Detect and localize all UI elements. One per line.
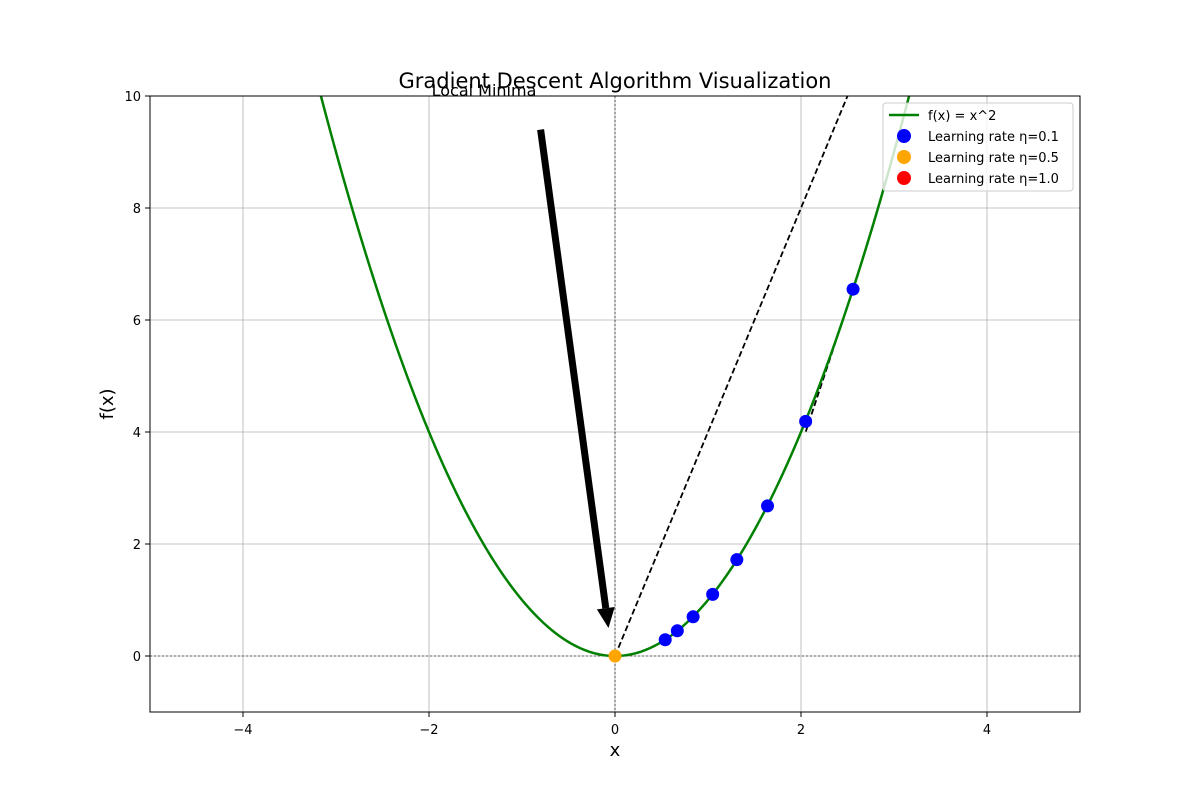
series-2-point: [608, 649, 622, 663]
y-tick-label: 6: [133, 314, 141, 329]
axis-ticks: −4 −2 0 2 4 0 2 4 6 8 10: [124, 90, 991, 738]
series-1-point: [670, 624, 684, 638]
legend-label: Learning rate η=1.0: [928, 172, 1059, 187]
series-1-point: [706, 587, 720, 601]
legend-label: Learning rate η=0.5: [928, 151, 1059, 166]
annotation-arrow-head: [596, 606, 615, 628]
x-axis-label: x: [610, 740, 621, 761]
series-1-point: [658, 633, 672, 647]
x-tick-label: 0: [611, 723, 619, 738]
y-tick-label: 0: [133, 650, 141, 665]
y-axis-label: f(x): [97, 388, 118, 419]
tangent-line: [614, 96, 849, 657]
chart-title: Gradient Descent Algorithm Visualization: [399, 69, 832, 93]
legend: f(x) = x^2 Learning rate η=0.1 Learning ra…: [882, 102, 1074, 192]
series-1-point: [686, 610, 700, 624]
series-1-point: [730, 553, 744, 567]
annotation-label: Local Minima: [432, 81, 537, 100]
y-tick-label: 10: [124, 90, 141, 105]
y-tick-label: 8: [133, 202, 141, 217]
series-1-point: [761, 499, 775, 513]
series-1-point: [846, 282, 860, 296]
y-tick-label: 2: [133, 538, 141, 553]
legend-label: f(x) = x^2: [928, 109, 996, 124]
legend-marker-circle: [897, 150, 911, 164]
legend-box: [882, 102, 1074, 192]
legend-marker-circle: [897, 171, 911, 185]
x-tick-label: −2: [419, 723, 438, 738]
points-layer: [608, 282, 860, 663]
y-tick-label: 4: [133, 426, 141, 441]
legend-marker-circle: [897, 129, 911, 143]
legend-label: Learning rate η=0.1: [928, 130, 1059, 145]
annotation: Local Minima: [432, 81, 615, 628]
x-tick-label: 4: [983, 723, 991, 738]
x-tick-label: 2: [797, 723, 805, 738]
series-1-point: [799, 414, 813, 428]
annotation-arrow-shaft: [537, 129, 610, 609]
x-tick-label: −4: [233, 723, 252, 738]
